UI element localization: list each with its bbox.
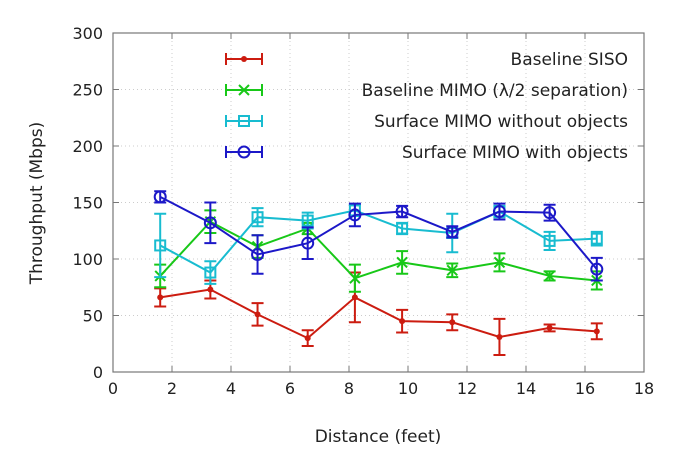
legend-entry: Surface MIMO with objects xyxy=(225,143,628,163)
data-point xyxy=(241,56,247,62)
data-point xyxy=(207,286,214,293)
error-bar xyxy=(590,256,603,282)
error-bar xyxy=(251,207,264,228)
y-tick-label: 200 xyxy=(72,137,103,156)
data-point xyxy=(238,84,250,96)
y-tick-label: 250 xyxy=(72,81,103,100)
legend-entry: Surface MIMO without objects xyxy=(225,112,628,132)
x-tick-label: 14 xyxy=(516,379,536,398)
series-2 xyxy=(154,203,603,285)
data-point xyxy=(496,333,503,340)
y-tick-label: 300 xyxy=(72,24,103,43)
legend-label: Surface MIMO with objects xyxy=(402,143,628,163)
data-point xyxy=(399,318,406,325)
legend-entry: Baseline MIMO (λ/2 separation) xyxy=(225,81,628,101)
data-point xyxy=(396,222,409,235)
error-bar xyxy=(251,234,264,275)
legend-entry: Baseline SISO xyxy=(225,50,628,70)
series-0 xyxy=(154,271,603,357)
legend-swatch xyxy=(225,146,263,158)
data-point xyxy=(449,319,456,326)
x-tick-label: 6 xyxy=(285,379,295,398)
data-point xyxy=(203,216,217,230)
legend-label: Baseline MIMO (λ/2 separation) xyxy=(362,81,628,101)
data-point xyxy=(251,211,264,224)
series-line xyxy=(159,209,597,274)
x-tick-label: 8 xyxy=(344,379,354,398)
data-point xyxy=(446,264,458,277)
plot-frame xyxy=(112,32,645,373)
data-point xyxy=(590,232,603,245)
data-point xyxy=(304,335,311,342)
data-point xyxy=(593,328,600,335)
data-point xyxy=(301,214,314,227)
data-point xyxy=(154,239,167,252)
x-tick-label: 10 xyxy=(398,379,418,398)
y-tick-label: 50 xyxy=(83,307,103,326)
x-tick-label: 18 xyxy=(634,379,654,398)
data-point xyxy=(153,190,167,204)
data-point xyxy=(396,256,408,269)
data-point xyxy=(493,256,506,269)
x-tick-label: 0 xyxy=(108,379,118,398)
data-point xyxy=(237,145,251,159)
data-point xyxy=(543,234,556,247)
series-line xyxy=(159,195,598,270)
data-point xyxy=(492,205,506,219)
legend-label: Surface MIMO without objects xyxy=(374,112,628,132)
error-bar xyxy=(543,230,556,251)
error-bar xyxy=(204,260,217,285)
series-line xyxy=(160,288,597,340)
x-tick-label: 2 xyxy=(167,379,177,398)
series-line xyxy=(159,220,597,282)
x-tick-label: 12 xyxy=(457,379,477,398)
data-point xyxy=(445,225,459,239)
y-tick-label: 100 xyxy=(72,250,103,269)
data-point xyxy=(543,270,556,282)
grid xyxy=(113,33,644,372)
series-1 xyxy=(154,209,603,293)
x-tick-label: 16 xyxy=(575,379,595,398)
series-3 xyxy=(153,190,604,282)
data-point xyxy=(204,266,217,279)
data-point xyxy=(254,311,261,318)
x-tick-label: 4 xyxy=(226,379,236,398)
legend-label: Baseline SISO xyxy=(511,50,628,70)
y-axis-label: Throughput (Mbps) xyxy=(27,122,47,286)
error-bar xyxy=(348,202,361,228)
data-point xyxy=(351,294,358,301)
error-bar xyxy=(204,201,217,245)
data-point xyxy=(238,115,250,127)
y-tick-label: 150 xyxy=(72,194,103,213)
data-point xyxy=(301,236,315,250)
legend-swatch xyxy=(225,115,263,127)
data-point xyxy=(348,208,362,222)
data-point xyxy=(590,262,604,276)
data-point xyxy=(157,294,164,301)
x-axis-label: Distance (feet) xyxy=(315,427,442,447)
data-point xyxy=(543,206,557,220)
legend: Baseline SISO Baseline MIMO (λ/2 separati… xyxy=(225,50,628,163)
data-point xyxy=(251,247,265,261)
data-point xyxy=(395,205,409,219)
error-bar xyxy=(301,226,314,260)
data-point xyxy=(546,324,553,331)
series xyxy=(153,190,604,357)
error-bar xyxy=(154,212,167,279)
y-tick-label: 0 xyxy=(93,363,103,382)
axes: 0 2 4 6 8 10 12 14 16 18 0 50 100 150 200 250 300 xyxy=(72,24,654,398)
data-point xyxy=(349,272,361,284)
